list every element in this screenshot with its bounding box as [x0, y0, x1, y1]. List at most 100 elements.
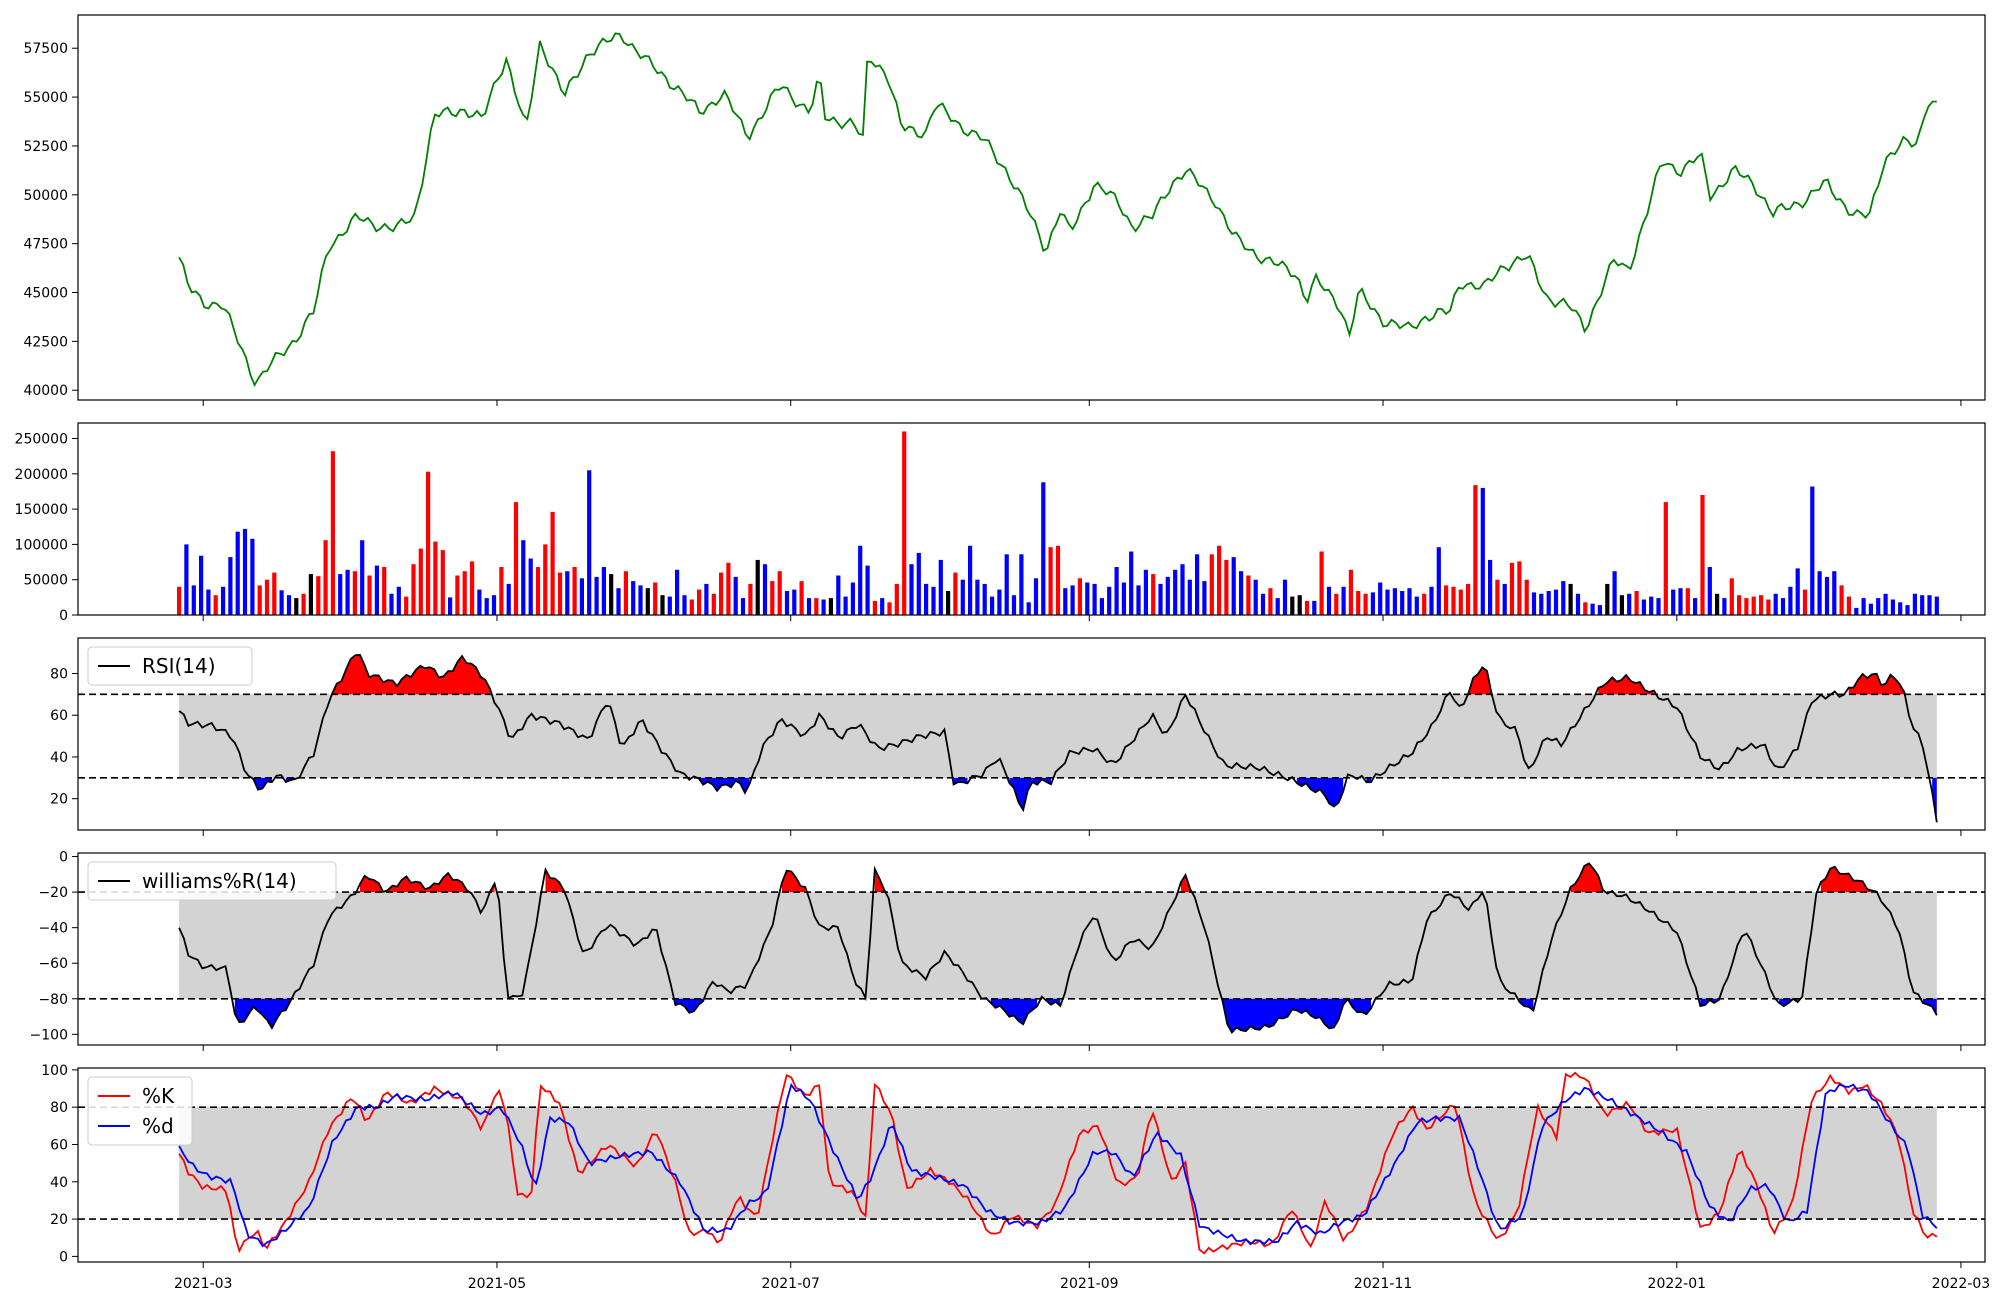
volume-bar — [499, 567, 504, 615]
volume-bar — [1693, 598, 1698, 615]
volume-bar — [1392, 588, 1397, 615]
volume-bar — [726, 562, 731, 615]
price-panel-background — [78, 15, 1985, 400]
williams-panel-ytick-label: −40 — [38, 921, 68, 937]
volume-bar — [1224, 559, 1229, 615]
volume-bar — [1890, 599, 1895, 615]
volume-bar — [645, 588, 650, 615]
volume-bar — [1121, 582, 1126, 615]
volume-bar — [491, 595, 497, 615]
volume-bar — [1385, 589, 1390, 615]
volume-panel-ytick-label: 250000 — [15, 432, 68, 448]
d-line — [178, 1082, 1938, 1248]
volume-bar — [675, 569, 680, 615]
volume-bar — [1436, 547, 1441, 615]
volume-bar — [1517, 561, 1522, 615]
volume-bar — [455, 575, 460, 615]
x-tick-label: 2022-01 — [1648, 1276, 1707, 1292]
volume-bar — [521, 540, 526, 615]
rsi-panel-overbought-fill — [1598, 675, 1654, 695]
volume-bar — [345, 569, 350, 615]
volume-bar — [411, 564, 416, 615]
volume-bar — [631, 581, 636, 615]
volume-bar — [535, 567, 541, 615]
volume-bar — [279, 590, 284, 615]
volume-bar — [946, 591, 951, 615]
williams-panel-oversold-fill — [1222, 998, 1371, 1033]
volume-bar — [235, 531, 240, 615]
volume-bar — [1033, 578, 1039, 615]
williams-panel-oversold-fill — [234, 998, 291, 1028]
volume-bar — [968, 545, 973, 615]
williams-panel-border — [77, 852, 1986, 1046]
stochastic-panel-ytick-label: 40 — [50, 1175, 68, 1191]
volume-bar — [1905, 605, 1910, 615]
volume-bar — [1290, 596, 1295, 615]
volume-bar — [1759, 595, 1764, 615]
volume-bar — [1619, 595, 1624, 615]
williams-panel-neutral-band — [179, 892, 1937, 999]
volume-bar — [1480, 487, 1485, 615]
volume-bar — [1370, 592, 1375, 615]
volume-bar — [543, 544, 548, 615]
volume-bar — [1641, 599, 1646, 615]
volume-bar — [1649, 596, 1654, 615]
volume-bar — [221, 586, 226, 615]
volume-bar — [843, 596, 848, 615]
williams-panel-legend-label: williams%R(14) — [142, 869, 297, 893]
volume-bar — [733, 576, 738, 615]
volume-bar — [1751, 596, 1756, 615]
volume-bar — [448, 597, 453, 615]
price-panel-ytick-label: 47500 — [23, 237, 68, 253]
volume-bar — [601, 567, 606, 615]
volume-bar — [1883, 593, 1888, 615]
volume-bar — [462, 571, 467, 615]
volume-bar — [916, 552, 921, 615]
volume-bar — [682, 595, 687, 615]
volume-bar — [308, 574, 313, 615]
volume-bar — [1744, 598, 1749, 615]
volume-bar — [704, 583, 709, 615]
volume-bar — [1575, 593, 1581, 615]
volume-bar — [1634, 591, 1639, 615]
stochastic-panel-legend-label: %d — [142, 1114, 174, 1138]
volume-bar — [1253, 579, 1258, 615]
x-tick-label: 2022-03 — [1932, 1276, 1991, 1292]
volume-bar — [1217, 545, 1222, 615]
volume-bar — [1356, 591, 1361, 615]
volume-bar — [1788, 586, 1793, 615]
volume-bar — [931, 586, 936, 615]
volume-bar — [1773, 593, 1778, 615]
stochastic-panel: 0 20 40 60 80 100 %K %d — [41, 1063, 1986, 1268]
volume-bar — [1246, 575, 1251, 615]
volume-bar — [1136, 585, 1141, 615]
volume-bar — [982, 583, 987, 615]
williams-line — [178, 862, 1938, 1035]
volume-bar — [887, 602, 892, 615]
stochastic-panel-neutral-band — [179, 1107, 1937, 1220]
volume-bar — [1363, 593, 1368, 615]
volume-bar — [1319, 551, 1324, 615]
volume-bar — [184, 544, 189, 615]
volume-bar — [338, 574, 343, 615]
volume-bar — [880, 598, 885, 615]
volume-bar — [1151, 574, 1156, 615]
volume-bar — [784, 591, 790, 615]
price-panel-ytick-label: 57500 — [23, 41, 68, 57]
volume-bar — [872, 600, 877, 615]
volume-bar — [836, 575, 841, 615]
volume-bar — [1934, 596, 1939, 615]
volume-bar — [1414, 596, 1419, 615]
volume-bar — [975, 579, 980, 615]
price-panel-ytick-label: 55000 — [23, 90, 68, 106]
volume-bar — [1231, 557, 1236, 615]
volume-bar — [924, 583, 929, 615]
volume-bar — [1546, 591, 1551, 615]
volume-bar — [1422, 593, 1427, 615]
volume-bar — [367, 575, 372, 615]
volume-bar — [389, 593, 394, 615]
rsi-panel-oversold-fill — [1366, 777, 1371, 783]
stochastic-panel-ytick-label: 60 — [50, 1137, 68, 1153]
volume-bar — [770, 581, 775, 615]
volume-bar — [1260, 593, 1266, 615]
